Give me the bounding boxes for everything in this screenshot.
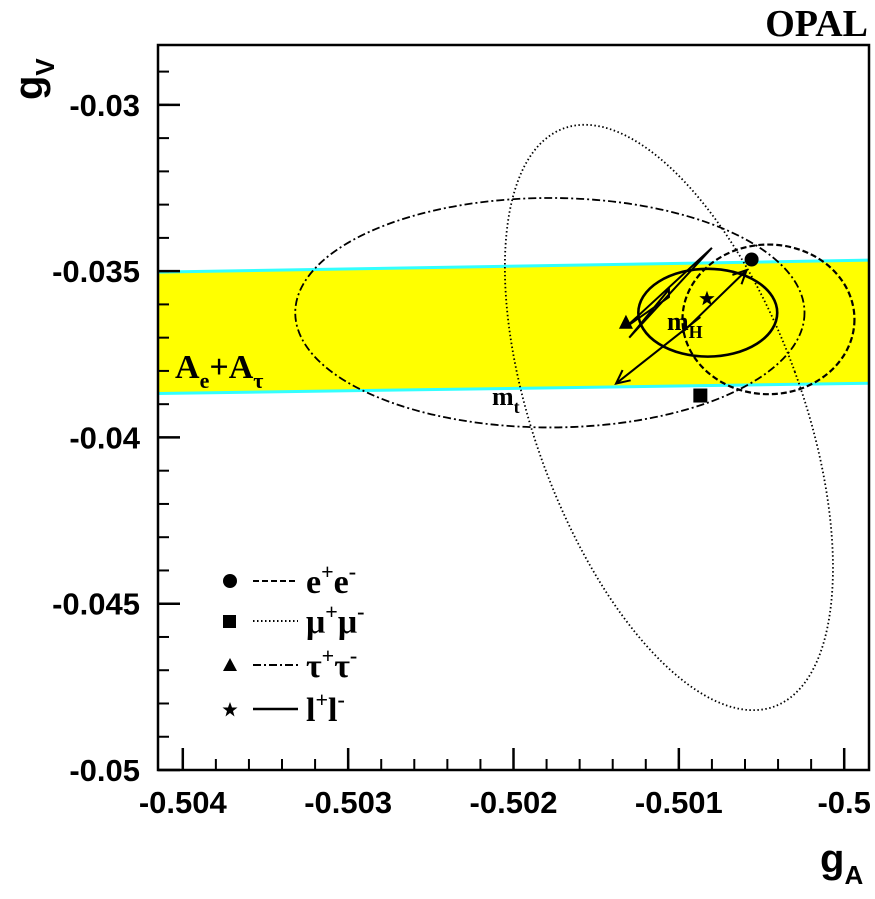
- y-tick-label-2: -0.04: [69, 420, 140, 455]
- y-axis-label: gV: [7, 58, 60, 100]
- y-tick-label-4: -0.03: [69, 88, 140, 123]
- point-circle: [744, 252, 759, 267]
- x-tick-label-4: -0.5: [817, 785, 870, 820]
- legend-marker-star: [222, 702, 238, 717]
- legend-label-ee: e+e-: [306, 559, 356, 601]
- band-label-a2: A: [229, 349, 254, 386]
- y-axis: -0.05 -0.045 -0.04 -0.035 -0.03: [52, 70, 180, 788]
- x-tick-label-3: -0.501: [635, 785, 723, 820]
- band-label: Ae+Aτ: [175, 349, 263, 393]
- legend: e+e- μ+μ- τ+τ- l+l-: [222, 559, 364, 729]
- legend-label-tautau: τ+τ-: [306, 643, 357, 685]
- ellipse-2: [294, 197, 806, 429]
- x-axis-label: gA: [820, 837, 863, 890]
- ellipse-1: [503, 123, 834, 712]
- legend-label-ll: l+l-: [306, 687, 345, 729]
- band-lower-edge: [158, 381, 869, 396]
- chart-title: OPAL: [765, 3, 868, 45]
- x-axis: -0.504 -0.503 -0.502 -0.501 -0.5: [139, 748, 871, 820]
- y-tick-label-3: -0.035: [52, 254, 140, 289]
- x-axis-label-main: g: [820, 837, 844, 881]
- band-label-plus: +: [209, 349, 228, 386]
- y-axis-label-sub: V: [30, 58, 60, 76]
- ellipse-3: [637, 267, 779, 358]
- band-label-a1: A: [175, 349, 200, 386]
- legend-marker-triangle: [223, 658, 237, 671]
- y-axis-label-main: g: [7, 76, 51, 100]
- x-axis-label-sub: A: [844, 860, 863, 890]
- band-label-e: e: [200, 368, 210, 393]
- arrow-label-mt-sub: t: [514, 397, 520, 417]
- y-tick-label-0: -0.05: [69, 753, 140, 788]
- ellipse-0: [681, 243, 856, 396]
- band-fill: [158, 260, 869, 394]
- legend-label-mumu: μ+μ-: [306, 599, 364, 641]
- arrow-head-1: [614, 369, 631, 385]
- band-label-tau: τ: [253, 368, 263, 393]
- arrow-label-mt: mt: [492, 382, 520, 417]
- x-tick-label-1: -0.503: [304, 785, 392, 820]
- arrow-label-mt-main: m: [492, 382, 514, 411]
- arrow-line-1: [615, 316, 701, 385]
- y-tick-label-1: -0.045: [52, 587, 140, 622]
- x-tick-label-0: -0.504: [139, 785, 228, 820]
- point-square: [693, 388, 708, 403]
- arrow-label-mh: mH: [667, 307, 703, 342]
- arrow-label-mh-sub: H: [689, 322, 703, 342]
- legend-marker-square: [223, 615, 236, 628]
- point-star: [699, 290, 715, 306]
- arrow-head-0: [732, 268, 749, 285]
- legend-marker-circle: [223, 574, 237, 588]
- arrow-label-mh-main: m: [667, 307, 689, 336]
- sm-prediction-outline: [625, 247, 713, 339]
- y-axis-label-group: gV: [7, 58, 60, 100]
- point-triangle: [618, 314, 633, 329]
- plot-area: [158, 123, 869, 712]
- x-tick-label-2: -0.502: [470, 785, 558, 820]
